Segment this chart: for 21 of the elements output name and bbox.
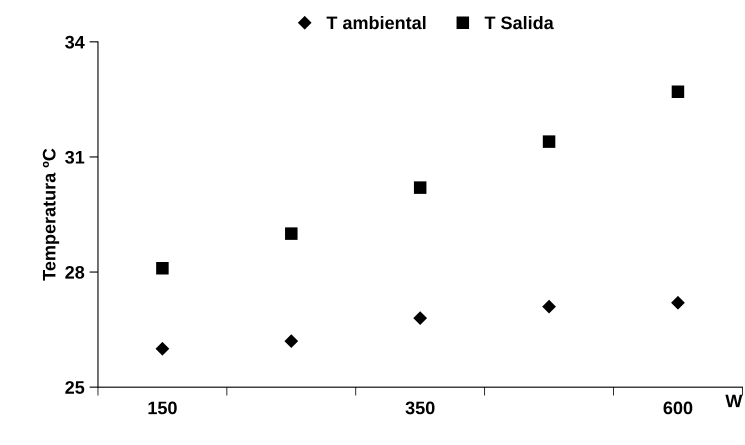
x-tick-label: 150 (148, 402, 177, 414)
point (542, 300, 556, 314)
y-tick-label: 31 (65, 150, 84, 164)
y-tick-label: 25 (65, 381, 84, 394)
point (285, 227, 298, 240)
x-axis-title: W (725, 394, 742, 408)
x-tick-label: 600 (664, 402, 692, 414)
x-tick-label: 350 (406, 402, 435, 414)
point (284, 334, 298, 348)
point (672, 85, 684, 98)
legend-label: T ambiental (326, 16, 426, 30)
point (414, 312, 427, 325)
point (671, 296, 685, 310)
legend-label: T Salida (484, 16, 554, 30)
point (542, 135, 556, 148)
y-tick-label: 34 (65, 36, 85, 49)
y-axis-title: Temperatura ºC (42, 148, 60, 281)
point (414, 181, 426, 194)
point (156, 342, 169, 356)
y-tick-label: 28 (65, 266, 84, 279)
point (156, 262, 169, 274)
